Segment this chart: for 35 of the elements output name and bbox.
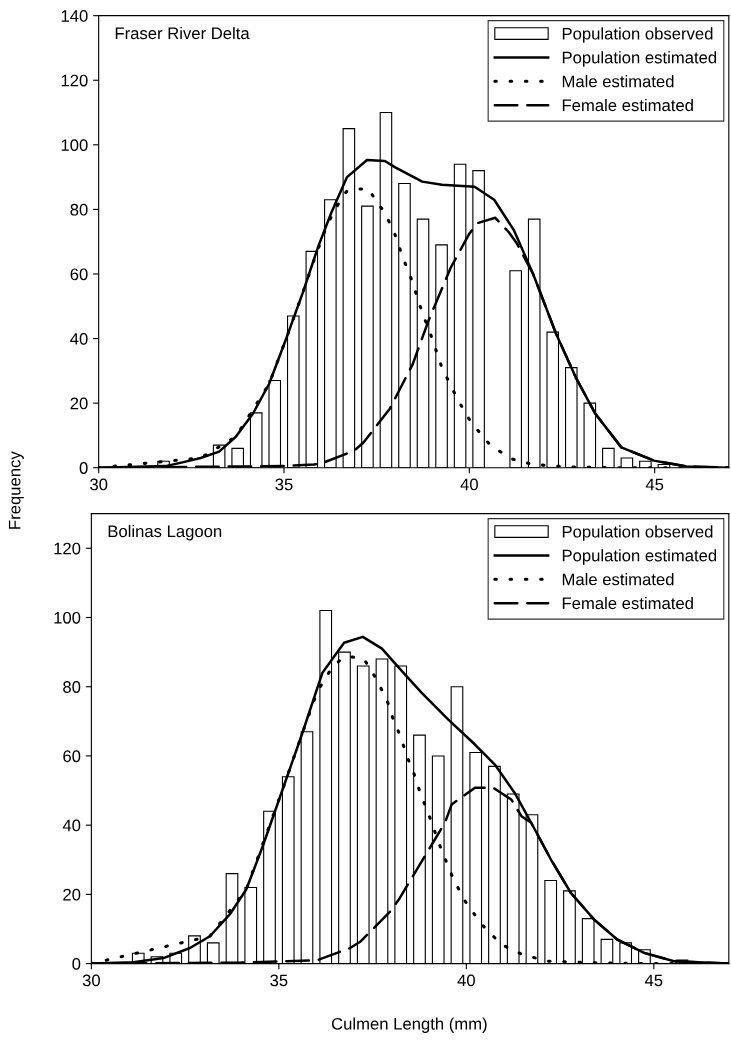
legend-label: Population estimated [562,51,717,67]
y-tick-label: 60 [70,268,88,281]
legend-label: Female estimated [562,596,693,610]
y-tick-label: 0 [79,462,88,474]
legend-label: Male estimated [562,75,674,88]
legend-label: Population estimated [562,549,717,565]
text: Bolinas Lagoon [108,524,222,541]
x-tick-label: 40 [460,478,478,491]
y-tick-label: 0 [72,958,81,970]
legend-label: Male estimated [562,573,674,586]
x-tick-label: 30 [90,478,108,491]
x-tick-label: 45 [645,478,664,491]
y-tick-label: 40 [70,332,88,345]
y-tick-label: 20 [63,888,81,901]
legend-label: Population observed [562,525,713,541]
y-tick-label: 100 [61,139,88,152]
y-tick-label: 80 [70,203,88,216]
legend-label: Female estimated [562,98,693,112]
y-tick-label: 60 [63,750,81,763]
y-tick-label: 40 [62,819,81,832]
legend-label: Population observed [562,27,713,43]
y-tick-label: 20 [70,397,88,410]
y-tick-label: 140 [61,10,88,22]
x-tick-label: 45 [644,974,663,987]
x-tick-label: 35 [270,974,288,987]
y-tick-label: 120 [54,542,81,555]
x-tick-label: 35 [275,478,293,491]
y-tick-label: 80 [63,681,81,693]
x-tick-label: 30 [82,974,100,987]
y-axis-title: Frequency [8,451,24,529]
x-axis-title: Culmen Length (mm) [331,1017,487,1033]
y-tick-label: 120 [61,74,88,87]
text: Fraser River Delta [115,26,250,40]
y-tick-label: 100 [54,611,81,624]
x-tick-label: 40 [457,974,475,987]
